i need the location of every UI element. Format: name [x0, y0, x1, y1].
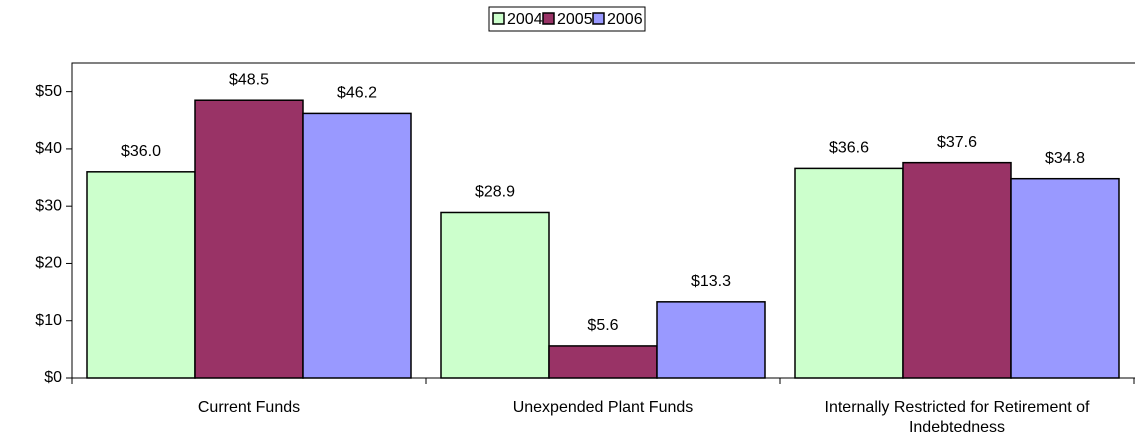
bar [302, 112, 412, 379]
y-tick-label: $50 [35, 83, 62, 100]
bar [656, 301, 766, 379]
x-tick-label: Internally Restricted for Retirement of … [824, 399, 1090, 436]
value-label: $37.6 [937, 134, 977, 151]
y-tick-label: $20 [35, 255, 62, 272]
value-label: $48.5 [229, 71, 269, 88]
legend-swatch [592, 12, 605, 25]
value-label: $13.3 [691, 273, 731, 290]
bar [548, 345, 658, 379]
legend-label: 2006 [607, 11, 643, 28]
y-tick-label: $10 [35, 312, 62, 329]
bar [794, 167, 904, 379]
legend-swatch [492, 12, 505, 25]
value-label: $36.6 [829, 140, 869, 157]
x-tick-label: Current Funds [197, 399, 301, 416]
y-tick-label: $30 [35, 197, 62, 214]
legend-label: 2005 [557, 11, 593, 28]
bar [1010, 177, 1120, 379]
bar [194, 99, 304, 379]
x-tick-label: Unexpended Plant Funds [512, 399, 694, 416]
value-label: $5.6 [587, 317, 618, 334]
value-label: $28.9 [475, 184, 515, 201]
legend-label: 2004 [507, 11, 543, 28]
bar [86, 171, 196, 379]
y-tick-label: $0 [44, 369, 62, 386]
value-label: $46.2 [337, 85, 377, 102]
value-label: $36.0 [121, 143, 161, 160]
y-tick-label: $40 [35, 140, 62, 157]
bar [440, 211, 550, 379]
legend-swatch [542, 12, 555, 25]
value-label: $34.8 [1045, 150, 1085, 167]
legend-box [488, 6, 646, 32]
bar [902, 161, 1012, 379]
